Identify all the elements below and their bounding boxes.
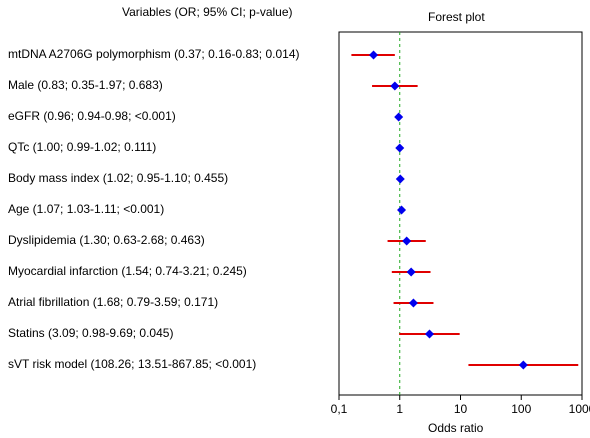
variables-header: Variables (OR; 95% CI; p-value) <box>122 5 293 19</box>
x-tick-label: 1 <box>396 402 403 416</box>
row-label: Atrial fibrillation (1.68; 0.79-3.59; 0.… <box>8 295 219 309</box>
row-label: Statins (3.09; 0.98-9.69; 0.045) <box>8 326 174 340</box>
or-marker <box>425 329 435 339</box>
or-marker <box>369 50 379 60</box>
x-tick-label: 100 <box>511 402 531 416</box>
x-axis-label: Odds ratio <box>428 421 484 435</box>
row-label: Male (0.83; 0.35-1.97; 0.683) <box>8 78 163 92</box>
x-tick-label: 1000 <box>569 402 590 416</box>
row-label: Age (1.07; 1.03-1.11; <0.001) <box>8 202 165 216</box>
or-marker <box>408 298 418 308</box>
or-marker <box>397 205 407 215</box>
row-label: Body mass index (1.02; 0.95-1.10; 0.455) <box>8 171 229 185</box>
row-label: eGFR (0.96; 0.94-0.98; <0.001) <box>8 109 176 123</box>
plot-title: Forest plot <box>428 10 485 24</box>
or-marker <box>402 236 412 246</box>
or-marker <box>390 81 400 91</box>
row-label: Myocardial infarction (1.54; 0.74-3.21; … <box>8 264 247 278</box>
x-tick-label: 10 <box>454 402 468 416</box>
x-tick-label: 0,1 <box>331 402 348 416</box>
row-label: sVT risk model (108.26; 13.51-867.85; <0… <box>8 357 257 371</box>
or-marker <box>518 360 528 370</box>
or-marker <box>395 143 405 153</box>
row-label: mtDNA A2706G polymorphism (0.37; 0.16-0.… <box>8 47 300 61</box>
row-label: Dyslipidemia (1.30; 0.63-2.68; 0.463) <box>8 233 205 247</box>
or-marker <box>406 267 416 277</box>
or-marker <box>394 112 404 122</box>
or-marker <box>395 174 405 184</box>
row-label: QTc (1.00; 0.99-1.02; 0.111) <box>8 140 157 154</box>
